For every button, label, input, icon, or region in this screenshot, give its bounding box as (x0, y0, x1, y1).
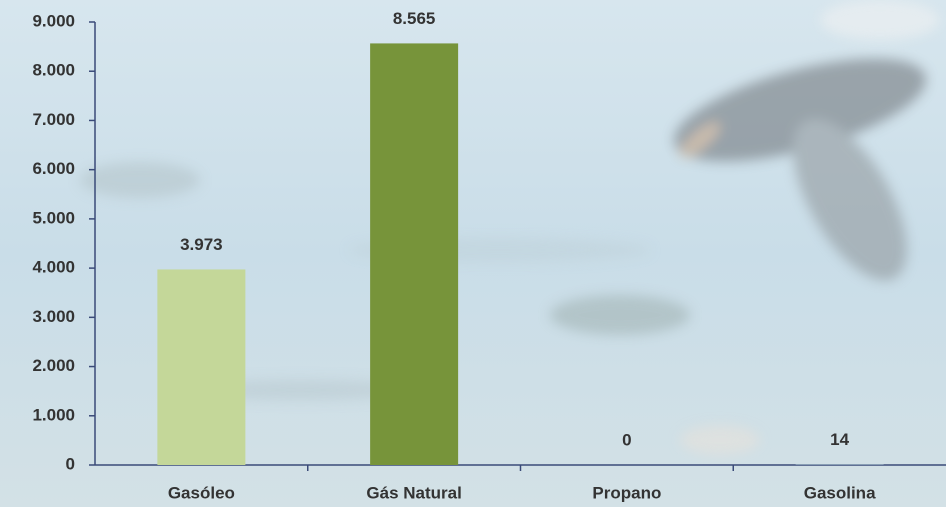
value-label: 8.565 (393, 9, 436, 28)
value-label: 3.973 (180, 235, 223, 254)
x-tick-label: Gás Natural (366, 483, 461, 502)
y-tick-label: 9.000 (32, 11, 75, 30)
page: {"chart_data": {"type": "bar", "categori… (0, 0, 946, 507)
value-label: 0 (622, 430, 631, 449)
bar (796, 464, 884, 465)
x-tick-label: Gasolina (804, 483, 876, 502)
y-tick-label: 8.000 (32, 61, 75, 80)
y-tick-label: 4.000 (32, 258, 75, 277)
y-tick-label: 1.000 (32, 405, 75, 424)
x-tick-label: Propano (592, 483, 661, 502)
x-tick-label: Gasóleo (168, 483, 235, 502)
y-tick-label: 2.000 (32, 356, 75, 375)
y-tick-label: 6.000 (32, 159, 75, 178)
y-tick-label: 3.000 (32, 307, 75, 326)
chart: 0 1.000 2.000 3.000 4.000 5.000 6.000 7.000 8.00… (0, 0, 946, 507)
y-tick-label: 0 (66, 454, 75, 473)
bar (157, 269, 245, 465)
y-tick-label: 7.000 (32, 110, 75, 129)
y-tick-label: 5.000 (32, 208, 75, 227)
bar (370, 43, 458, 465)
value-label: 14 (830, 430, 849, 449)
